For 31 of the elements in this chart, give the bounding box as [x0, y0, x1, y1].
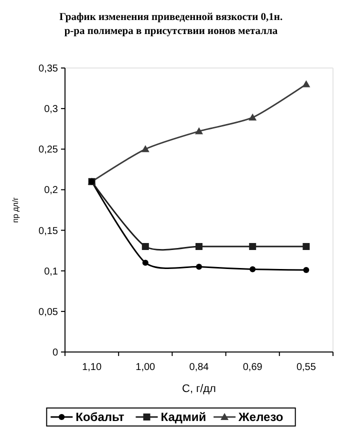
y-axis-title: пр дл/г: [11, 197, 20, 223]
legend-label: Кадмий: [160, 410, 206, 424]
point: [249, 243, 256, 250]
point: [141, 145, 150, 152]
legend-label: Железо: [238, 410, 284, 424]
point: [248, 113, 257, 120]
y-tick-label: 0,15: [38, 226, 58, 237]
chart-title: График изменения приведенной вязкости 0,1н. р-ра полимера в присутствии ионов металла: [59, 12, 283, 37]
x-tick-label: 0,84: [189, 362, 210, 373]
y-tick-label: 0,1: [44, 266, 58, 278]
point: [196, 243, 202, 250]
x-axis-title: C, г/дл: [182, 383, 216, 395]
x-tick-label: 0,69: [242, 362, 263, 373]
x-tick-label: 0,55: [296, 362, 316, 373]
point: [303, 267, 310, 274]
y-tick-label: 0,3: [44, 104, 58, 116]
point: [142, 243, 149, 250]
y-tick-label: 0,2: [44, 185, 58, 196]
y-tick-label: 0,35: [38, 64, 58, 74]
point: [196, 264, 202, 270]
point: [195, 127, 203, 134]
y-tick-label: 0,25: [38, 144, 58, 156]
x-tick-label: 1,10: [82, 362, 102, 373]
legend-label: Кобальт: [76, 410, 124, 424]
y-tick-label: 0,05: [38, 306, 58, 318]
y-tick-label: 0: [52, 348, 58, 358]
point: [302, 80, 310, 88]
point: [302, 243, 310, 250]
x-tick-label: 1,00: [136, 362, 156, 373]
point: [250, 266, 256, 272]
point: [142, 260, 148, 266]
